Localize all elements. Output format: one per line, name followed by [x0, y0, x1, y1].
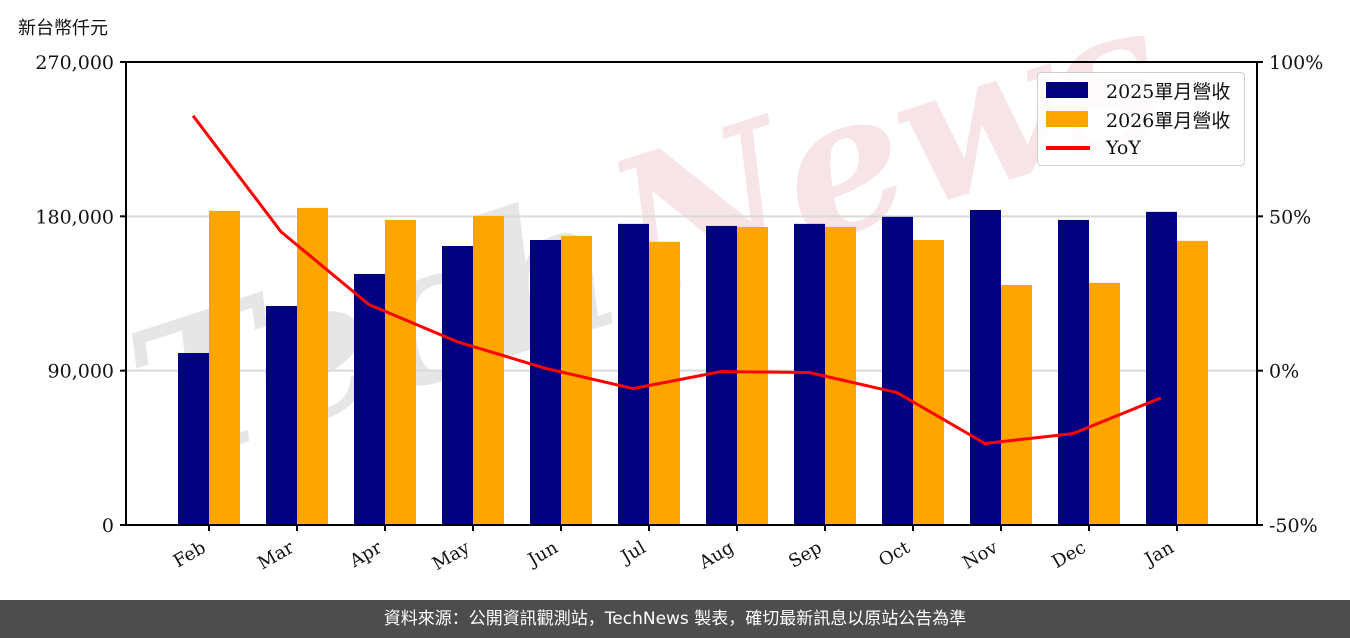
- plot-frame: [125, 61, 1258, 526]
- y-tick-label: 270,000: [35, 52, 114, 74]
- legend-item-yoy: YoY: [1046, 135, 1141, 161]
- yoy-line: [191, 114, 1162, 446]
- y2-tick-label: 0%: [1269, 361, 1299, 383]
- bar-2026-apr: [385, 219, 416, 525]
- bar-2025-jul: [618, 223, 649, 525]
- bar-2025-may: [442, 245, 473, 525]
- x-tick-label: Nov: [959, 537, 1002, 574]
- y-tick-label: 90,000: [48, 361, 114, 383]
- y-tick-label: 180,000: [35, 206, 114, 228]
- x-tick-label: Sep: [785, 537, 825, 572]
- bar-2025-aug: [706, 225, 737, 526]
- bar-2026-may: [473, 215, 504, 526]
- legend-swatch-2026: [1046, 111, 1088, 127]
- x-tick-label: Jun: [523, 537, 562, 572]
- bar-2026-jun: [561, 235, 592, 526]
- legend-item-2025: 2025單月營收: [1046, 77, 1230, 103]
- legend-label-yoy: YoY: [1106, 137, 1141, 159]
- bar-2025-mar: [266, 306, 297, 525]
- bar-2025-dec: [1058, 219, 1089, 525]
- bar-2026-aug: [737, 226, 768, 525]
- chart-legend: 2025單月營收 2026單月營收 YoY: [1037, 72, 1245, 166]
- bar-2025-jun: [530, 239, 561, 525]
- y-tick-label: 0: [102, 515, 114, 537]
- yoy-line-series: [191, 114, 1162, 446]
- legend-label-2025: 2025單月營收: [1106, 80, 1231, 103]
- x-tick-label: Oct: [875, 537, 914, 572]
- legend-line-yoy: [1046, 146, 1090, 150]
- bar-series: [178, 207, 1208, 526]
- legend-item-2026: 2026單月營收: [1046, 106, 1230, 132]
- chart-plot: TechNews 090,000180,000270,000-50%0%50%1…: [35, 0, 1323, 575]
- x-tick-label: Aug: [695, 537, 738, 574]
- x-tick-label: Feb: [170, 537, 210, 572]
- legend-swatch-2025: [1046, 82, 1088, 98]
- bar-2026-oct: [913, 239, 944, 525]
- bar-2026-feb: [209, 210, 240, 525]
- bar-2025-apr: [354, 273, 385, 525]
- bar-2025-nov: [970, 209, 1001, 525]
- bar-2026-mar: [297, 207, 328, 526]
- x-tick-label: Dec: [1049, 537, 1090, 573]
- x-tick-label: Mar: [254, 537, 298, 574]
- bar-2026-nov: [1001, 284, 1032, 525]
- y2-tick-label: -50%: [1269, 515, 1318, 537]
- y-axis-unit-label: 新台幣仟元: [18, 18, 108, 39]
- bar-2025-jan: [1146, 211, 1177, 525]
- x-tick-label: Jul: [616, 537, 650, 569]
- legend-label-2026: 2026單月營收: [1106, 109, 1231, 132]
- source-footer: 資料來源：公開資訊觀測站，TechNews 製表，確切最新訊息以原站公告為準: [0, 600, 1350, 638]
- y2-tick-label: 50%: [1269, 206, 1311, 228]
- bar-2025-feb: [178, 353, 209, 525]
- bar-2026-jan: [1177, 240, 1208, 526]
- x-tick-label: Jan: [1140, 537, 1178, 571]
- x-tick-label: May: [429, 537, 474, 575]
- bar-2026-dec: [1089, 282, 1120, 525]
- bar-2025-oct: [882, 216, 913, 525]
- x-tick-label: Apr: [345, 537, 385, 572]
- y2-tick-label: 100%: [1269, 52, 1323, 74]
